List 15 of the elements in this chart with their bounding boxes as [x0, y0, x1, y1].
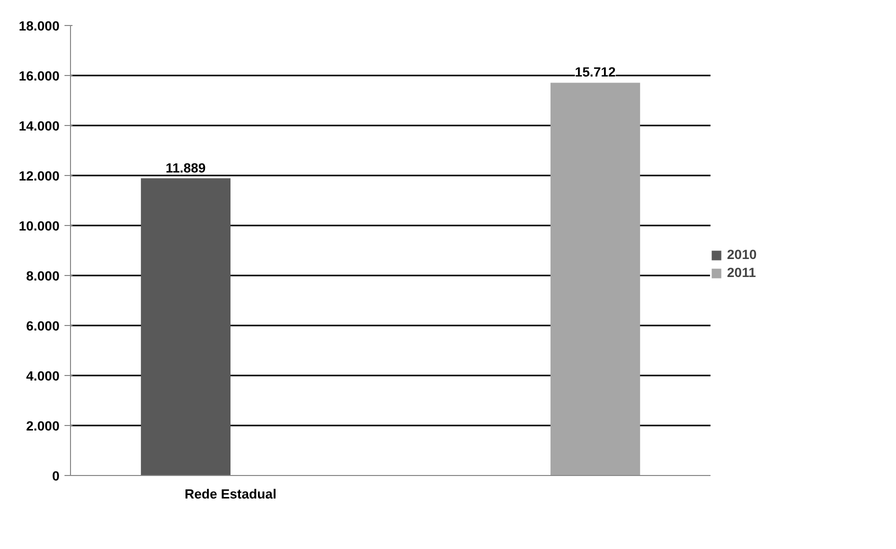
- x-tick-label: Rede Estadual: [184, 486, 276, 502]
- y-tick-label: 6.000: [26, 318, 60, 334]
- y-tick-label: 0: [52, 468, 60, 484]
- y-tick-label: 18.000: [18, 18, 60, 34]
- y-tick-label: 8.000: [26, 268, 60, 284]
- y-tick-label: 10.000: [18, 218, 60, 234]
- data-label: 11.889: [166, 160, 206, 176]
- data-label: 15.712: [574, 64, 616, 80]
- y-tick-label: 2.000: [26, 418, 60, 434]
- y-tick-label: 12.000: [18, 168, 60, 184]
- legend-label: 2010: [727, 247, 757, 262]
- y-tick-label: 14.000: [18, 118, 60, 134]
- y-tick-label: 4.000: [26, 368, 60, 384]
- legend-label: 2011: [727, 265, 756, 280]
- y-tick-label: 16.000: [18, 68, 60, 84]
